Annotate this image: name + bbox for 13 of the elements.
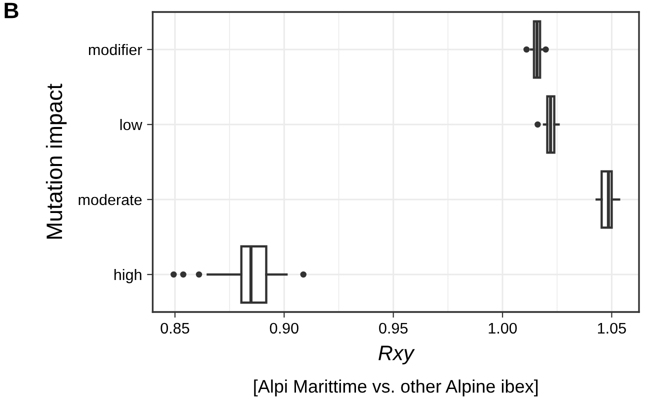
x-tick-label: 0.85: [160, 322, 190, 334]
y-tick-label: moderate: [78, 194, 142, 206]
x-axis-title: Rxy: [378, 346, 415, 364]
x-tick-label: 0.90: [270, 322, 298, 334]
y-tick-label: low: [120, 118, 142, 130]
y-axis-title: Mutation impact: [46, 84, 67, 239]
text: [Alpi Marittime vs. other Alpine ibex]: [254, 379, 538, 396]
text: B: [4, 2, 18, 18]
x-tick-label: 0.95: [379, 322, 408, 334]
y-tick-label: high: [114, 268, 142, 284]
y-tick-label: modifier: [88, 44, 142, 56]
x-tick-label: 1.05: [598, 322, 626, 334]
x-tick-label: 1.00: [488, 322, 517, 334]
